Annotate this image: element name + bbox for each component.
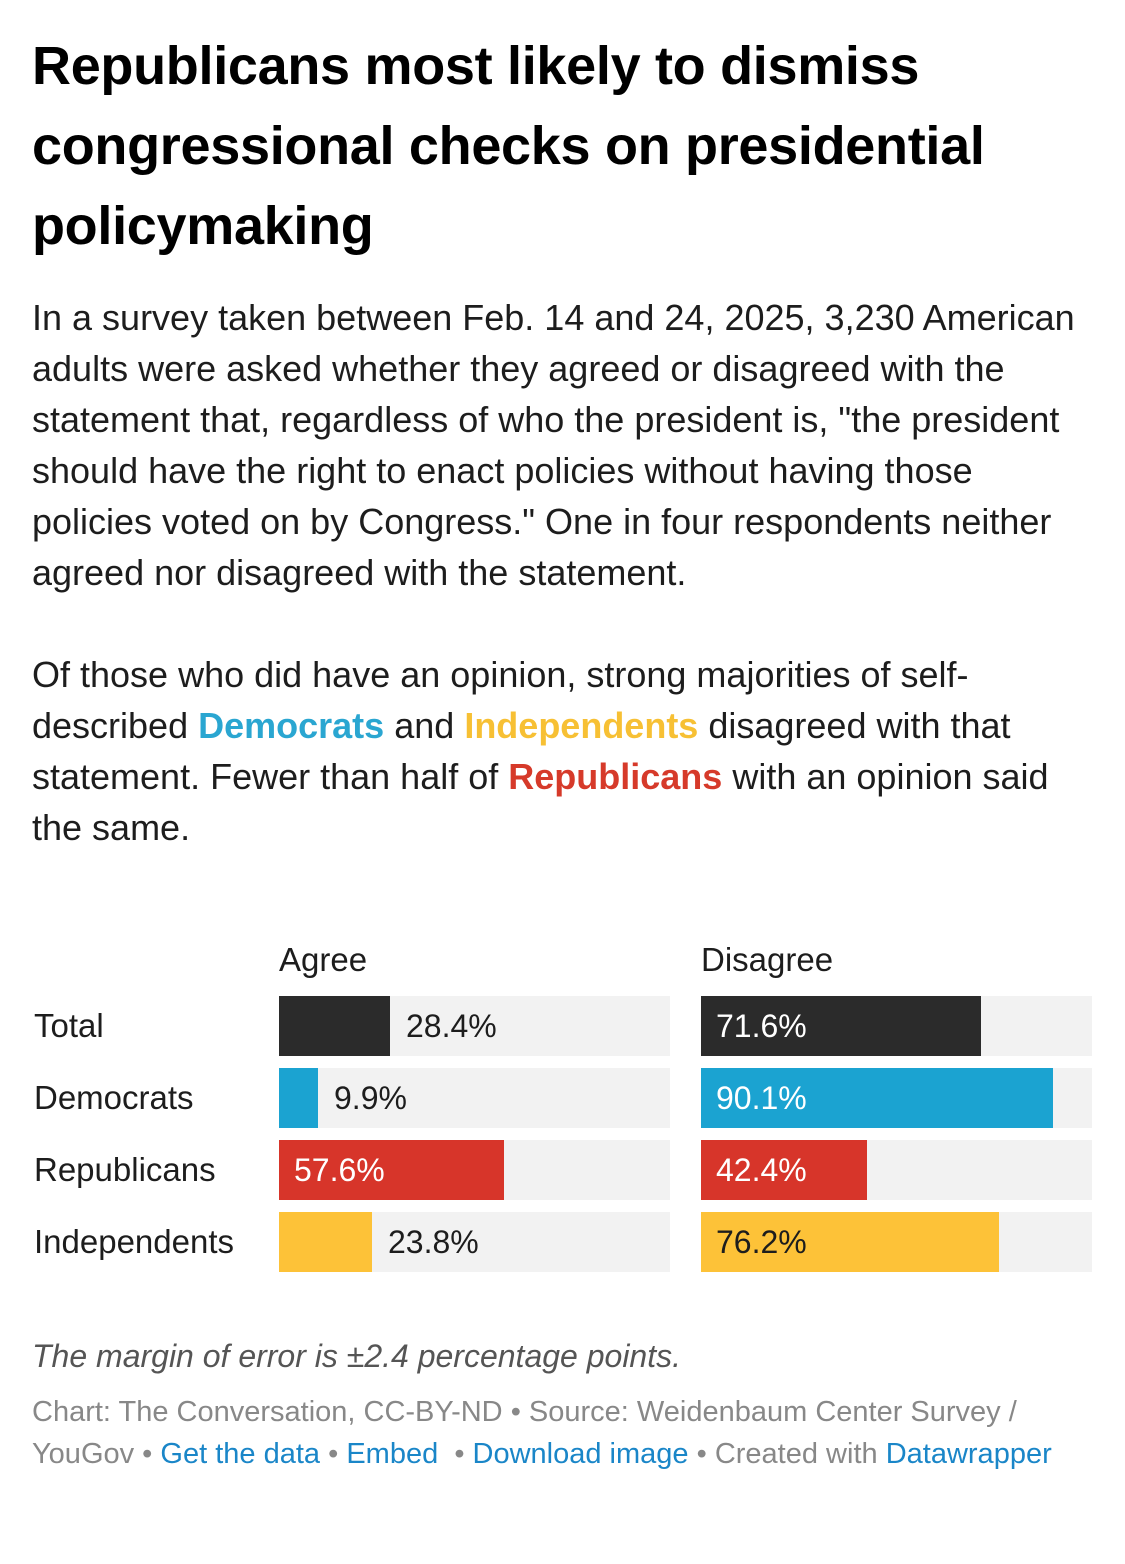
description-text: and — [394, 705, 455, 746]
democrats-keyword: Democrats — [198, 705, 385, 746]
independents-row-label: Independents — [34, 1223, 235, 1260]
download-image-link[interactable]: Download image — [472, 1438, 689, 1470]
article-header: Republicans most likely to dismiss congr… — [32, 26, 1097, 853]
description-paragraph-2: Of those who did have an opinion, strong… — [32, 649, 1097, 853]
agree-bar-total — [279, 996, 390, 1056]
datawrapper-link[interactable]: Datawrapper — [885, 1438, 1052, 1470]
footer-created-with: Created with — [714, 1438, 878, 1470]
chart-footer: Chart: The Conversation, CC-BY-ND • Sour… — [32, 1396, 1052, 1470]
agree-value-republicans: 57.6% — [294, 1152, 385, 1188]
agree-bar-republicans — [279, 1140, 504, 1200]
total-row-label: Total — [34, 1007, 104, 1044]
disagree-value-democrats: 90.1% — [716, 1080, 807, 1116]
split-bar-chart: Agree Disagree Total 28.4% 71.6% Democrats 9.9… — [32, 938, 1094, 1278]
agree-column-header: Agree — [279, 941, 368, 978]
disagree-bar-independents — [701, 1212, 999, 1272]
get-the-data-link[interactable]: Get the data — [160, 1438, 321, 1470]
description-paragraph-1: In a survey taken between Feb. 14 and 24… — [32, 297, 1075, 593]
footer-credit: Chart: The Conversation, CC-BY-ND — [32, 1396, 503, 1428]
agree-value-independents: 23.8% — [388, 1224, 479, 1260]
disagree-value-total: 71.6% — [716, 1008, 807, 1044]
footer-source: Source: Weidenbaum Center Survey / YouGo… — [32, 1396, 1017, 1470]
description-text: disagreed with that statement. Fewer tha… — [32, 705, 1011, 797]
disagree-column-header: Disagree — [701, 941, 834, 978]
disagree-bar-track-democrats: 90.1% — [701, 1068, 1092, 1128]
embed-link[interactable]: Embed — [346, 1438, 439, 1470]
agree-bar-track-independents: 23.8% — [279, 1212, 670, 1272]
agree-bar-track-republicans: 57.6% — [279, 1140, 670, 1200]
disagree-value-independents: 76.2% — [716, 1224, 807, 1260]
disagree-value-republicans: 42.4% — [716, 1152, 807, 1188]
disagree-bar-track-independents: 76.2% — [701, 1212, 1092, 1272]
agree-bar-democrats — [279, 1068, 318, 1128]
chart-title: Republicans most likely to dismiss congr… — [32, 36, 985, 256]
description-text: with an opinion said the same. — [32, 756, 1049, 848]
chart-description: In a survey taken between Feb. 14 and 24… — [32, 292, 1097, 853]
disagree-bar-track-republicans: 42.4% — [701, 1140, 1092, 1200]
disagree-bar-republicans — [701, 1140, 867, 1200]
agree-bar-track-total: 28.4% — [279, 996, 670, 1056]
agree-bar-independents — [279, 1212, 372, 1272]
republicans-keyword: Republicans — [508, 756, 723, 797]
republicans-row-label: Republicans — [34, 1151, 216, 1188]
disagree-bar-total — [701, 996, 981, 1056]
independents-keyword: Independents — [464, 705, 699, 746]
democrats-row-label: Democrats — [34, 1079, 194, 1116]
agree-bar-track-democrats: 9.9% — [279, 1068, 670, 1128]
margin-of-error-note: The margin of error is ±2.4 percentage p… — [32, 1338, 681, 1374]
disagree-bar-track-total: 71.6% — [701, 996, 1092, 1056]
description-text: Of those who did have an opinion, strong… — [32, 654, 969, 746]
disagree-bar-democrats — [701, 1068, 1053, 1128]
agree-value-democrats: 9.9% — [334, 1080, 407, 1116]
agree-value-total: 28.4% — [406, 1008, 497, 1044]
